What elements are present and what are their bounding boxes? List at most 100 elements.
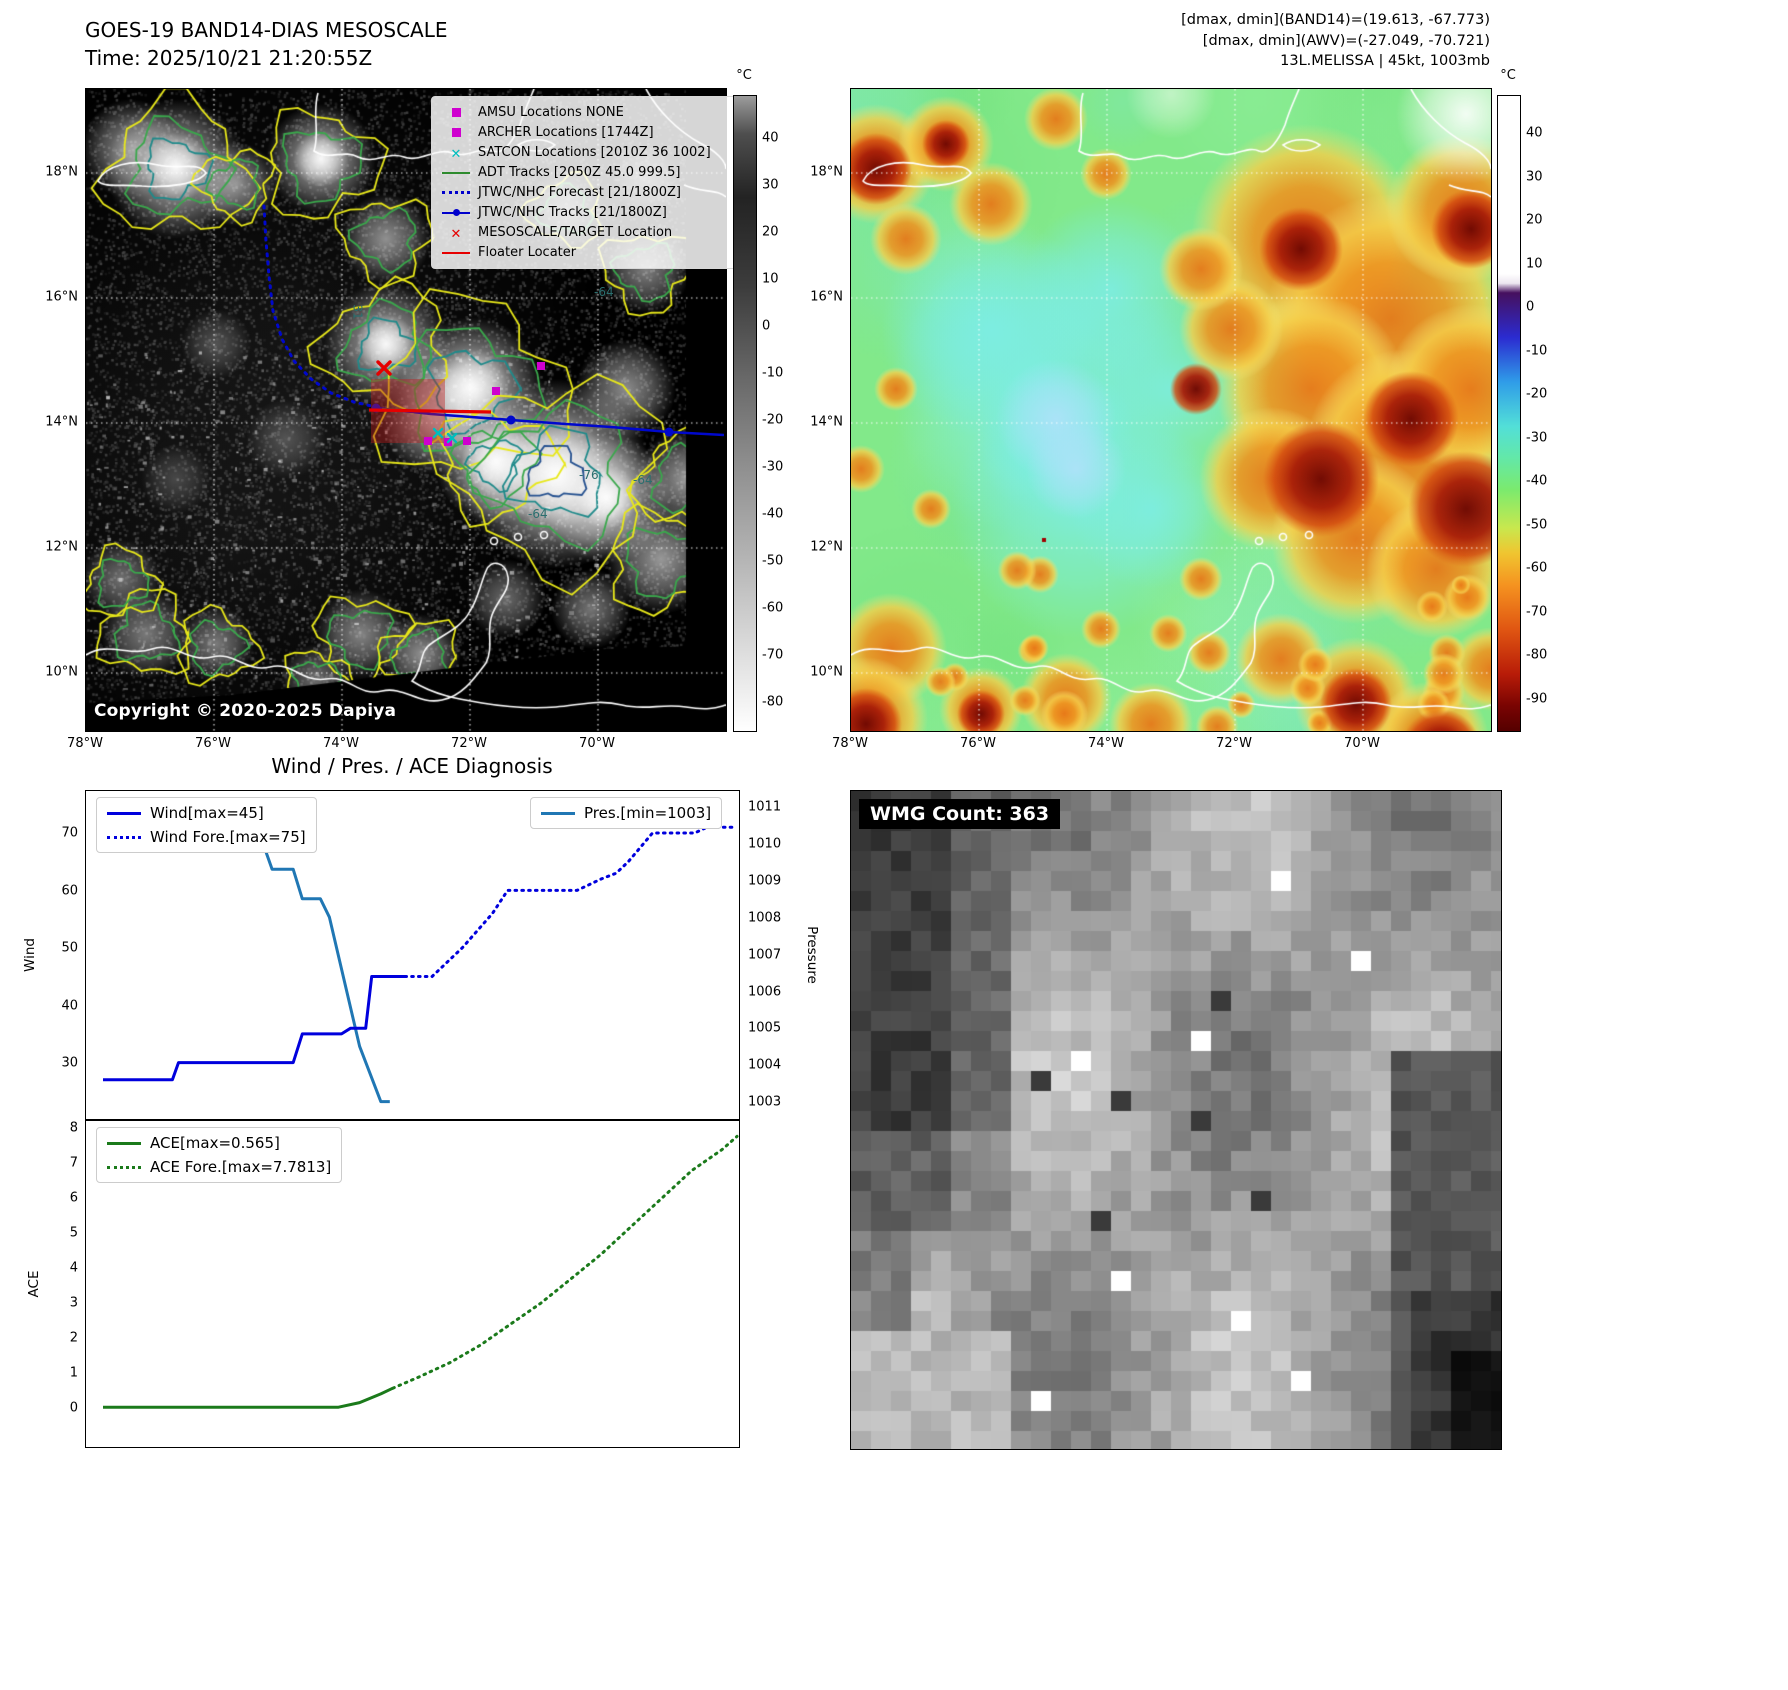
band14-colorbar	[733, 95, 757, 732]
band14-annotations	[262, 204, 725, 446]
pressure-legend: Pres.[min=1003]	[530, 797, 723, 829]
lat-tick-label: 12°N	[45, 539, 78, 555]
target-x-icon	[451, 223, 462, 242]
ace-axis-label: ACE	[26, 1270, 42, 1298]
pressure-tick-label: 1011	[748, 799, 782, 815]
awv-colorbar	[1497, 95, 1521, 732]
lon-tick-label: 70°W	[1344, 736, 1380, 751]
awv-satellite-image	[851, 89, 1491, 731]
colorbar-tick-label: -60	[762, 600, 784, 616]
ace-legend: ACE[max=0.565] ACE Fore.[max=7.7813]	[96, 1127, 343, 1183]
lon-tick-label: 76°W	[960, 736, 996, 751]
pressure-line-sample-icon	[541, 811, 575, 815]
colorbar-tick-label: 20	[1526, 212, 1543, 228]
lat-tick-label: 12°N	[810, 539, 843, 555]
lat-tick-label: 14°N	[45, 414, 78, 430]
mesoscale-target-icon	[376, 360, 392, 376]
satcon-x-icon	[451, 143, 462, 162]
legend-item-target: MESOSCALE/TARGET Location	[441, 224, 729, 241]
wind-tick-label: 30	[61, 1055, 78, 1071]
colorbar-unit: °C	[736, 68, 752, 83]
colorbar-tick-label: 40	[1526, 125, 1543, 141]
colorbar-tick-label: -20	[762, 412, 784, 428]
ace-chart	[85, 1120, 740, 1448]
colorbar-tick-label: -40	[1526, 473, 1548, 489]
diagnosis-title: Wind / Pres. / ACE Diagnosis	[271, 754, 553, 778]
wind-tick-label: 40	[61, 998, 78, 1013]
wind-tick-label: 60	[61, 883, 78, 898]
dmax-dmin-band14: [dmax, dmin](BAND14)=(19.613, -67.773)	[1181, 12, 1490, 28]
wmg-panel: WMG Count: 363	[850, 790, 1502, 1450]
legend-label: Floater Locater	[478, 245, 577, 260]
band14-legend: AMSU Locations NONE ARCHER Locations [17…	[431, 96, 739, 269]
pressure-tick-label: 1003	[748, 1094, 782, 1110]
ace-line	[103, 1386, 394, 1409]
band14-title: GOES-19 BAND14-DIAS MESOSCALE	[85, 18, 448, 42]
ace-tick-label: 8	[69, 1120, 78, 1136]
colorbar-tick-label: -90	[1526, 691, 1548, 706]
floater-line-icon	[442, 251, 470, 254]
pressure-axis-label: Pressure	[804, 926, 820, 984]
wind-legend: Wind[max=45] Wind Fore.[max=75]	[96, 797, 317, 853]
ace-line-sample-icon	[107, 1141, 141, 1145]
legend-label: MESOSCALE/TARGET Location	[478, 225, 673, 240]
legend-label: JTWC/NHC Forecast [21/1800Z]	[478, 185, 681, 200]
track-line-dot-icon	[442, 208, 470, 216]
legend-label: AMSU Locations NONE	[478, 105, 624, 120]
colorbar-tick-label: -40	[762, 506, 784, 522]
legend-label: JTWC/NHC Tracks [21/1800Z]	[478, 205, 667, 220]
archer-marker-icon	[451, 128, 461, 137]
colorbar-tick-label: 20	[762, 224, 779, 240]
dmax-dmin-awv: [dmax, dmin](AWV)=(-27.049, -70.721)	[1202, 32, 1490, 49]
legend-item-forecast: JTWC/NHC Forecast [21/1800Z]	[441, 184, 729, 201]
lon-tick-label: 78°W	[832, 736, 868, 751]
lon-tick-label: 74°W	[323, 736, 359, 751]
lon-tick-label: 72°W	[451, 736, 487, 751]
ace-tick-label: 1	[69, 1365, 78, 1381]
pressure-tick-label: 1010	[748, 836, 782, 852]
colorbar-tick-label: 30	[1526, 169, 1543, 184]
pressure-tick-label: 1008	[748, 910, 782, 926]
colorbar-tick-label: -30	[762, 459, 784, 475]
ace-tick-label: 3	[69, 1295, 78, 1311]
legend-item-tracks: JTWC/NHC Tracks [21/1800Z]	[441, 204, 729, 221]
lon-tick-label: 70°W	[579, 736, 615, 751]
wind-line	[103, 975, 405, 1082]
colorbar-tick-label: 0	[1526, 299, 1535, 315]
forecast-dotted-line-icon	[442, 191, 470, 194]
legend-item-satcon: SATCON Locations [2010Z 36 1002]	[441, 144, 729, 161]
wind-axis-label: Wind	[22, 938, 38, 972]
lat-tick-label: 18°N	[45, 164, 78, 180]
wind-tick-label: 50	[61, 940, 78, 956]
colorbar-tick-label: -80	[1526, 647, 1548, 663]
band14-time: Time: 2025/10/21 21:20:55Z	[85, 46, 373, 70]
ace-tick-label: 0	[69, 1400, 78, 1416]
adt-line-icon	[442, 171, 470, 174]
lon-tick-label: 74°W	[1088, 736, 1124, 751]
contour-label: -76	[579, 468, 599, 482]
pressure-tick-label: 1006	[748, 984, 782, 999]
jtwc-forecast-track	[262, 204, 378, 409]
lat-tick-label: 18°N	[810, 164, 843, 180]
legend-item-adt: ADT Tracks [2050Z 45.0 999.5]	[441, 164, 729, 181]
colorbar-tick-label: -50	[762, 553, 784, 569]
lat-tick-label: 16°N	[810, 289, 843, 305]
legend-label: ADT Tracks [2050Z 45.0 999.5]	[478, 165, 681, 180]
colorbar-tick-label: -10	[1526, 343, 1548, 358]
satcon-location-marker-icons	[432, 427, 458, 444]
legend-label: Pres.[min=1003]	[584, 804, 712, 822]
colorbar-tick-label: 10	[762, 271, 779, 287]
contour-label: -64	[633, 473, 653, 487]
lat-tick-label: 10°N	[45, 664, 78, 680]
colorbar-tick-label: 40	[762, 130, 779, 146]
colorbar-tick-label: 10	[1526, 256, 1543, 271]
colorbar-tick-label: -20	[1526, 386, 1548, 402]
contour-label: -64	[528, 507, 548, 521]
storm-id-intensity: 13L.MELISSA | 45kt, 1003mb	[1280, 53, 1490, 69]
legend-item-amsu: AMSU Locations NONE	[441, 104, 729, 121]
copyright-text: Copyright © 2020-2025 Dapiya	[94, 701, 397, 721]
contour-label: 31	[350, 304, 365, 320]
pressure-tick-label: 1009	[748, 873, 782, 889]
pressure-tick-label: 1005	[748, 1020, 782, 1036]
